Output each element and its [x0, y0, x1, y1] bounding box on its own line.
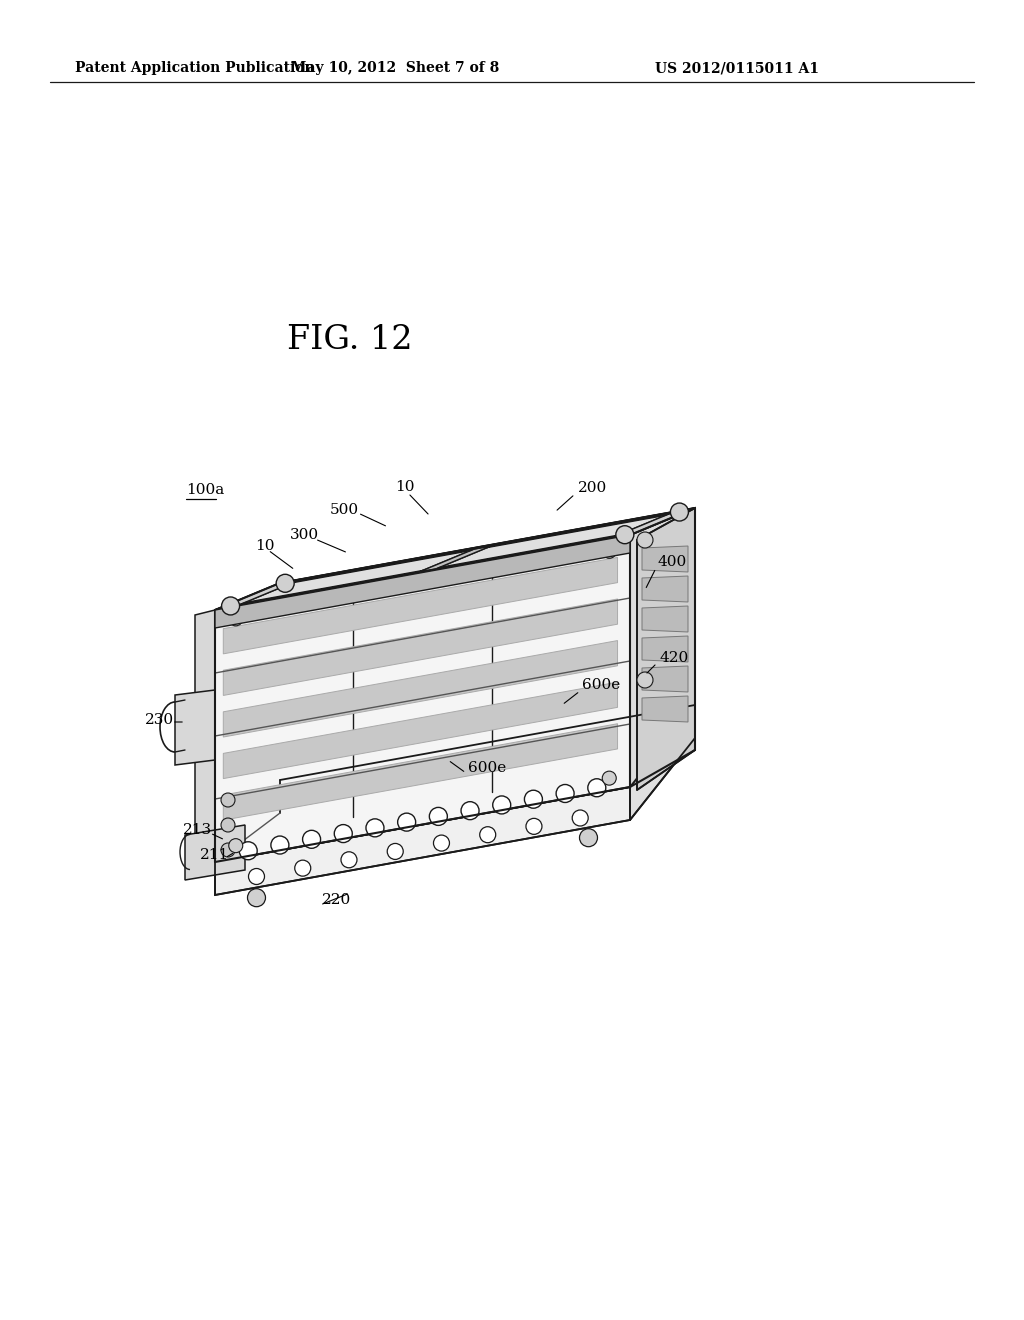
Circle shape: [429, 808, 447, 825]
Circle shape: [572, 810, 588, 826]
Circle shape: [334, 825, 352, 842]
Circle shape: [276, 574, 294, 593]
Polygon shape: [223, 682, 617, 779]
Text: 10: 10: [255, 539, 274, 553]
Circle shape: [271, 836, 289, 854]
Polygon shape: [223, 723, 617, 820]
Text: May 10, 2012  Sheet 7 of 8: May 10, 2012 Sheet 7 of 8: [291, 61, 499, 75]
Text: 230: 230: [145, 713, 174, 727]
Circle shape: [461, 801, 479, 820]
Polygon shape: [215, 535, 630, 628]
Circle shape: [248, 888, 265, 907]
Polygon shape: [185, 825, 245, 880]
Polygon shape: [436, 513, 669, 569]
Circle shape: [588, 779, 606, 797]
Text: 400: 400: [658, 554, 687, 569]
Polygon shape: [642, 576, 688, 602]
Polygon shape: [486, 513, 669, 548]
Circle shape: [397, 813, 416, 832]
Text: 10: 10: [395, 480, 415, 494]
Polygon shape: [241, 570, 423, 605]
Circle shape: [249, 869, 264, 884]
Circle shape: [524, 791, 543, 808]
Circle shape: [580, 829, 597, 846]
Text: 220: 220: [322, 894, 351, 907]
Polygon shape: [642, 636, 688, 663]
Circle shape: [221, 597, 240, 615]
Polygon shape: [215, 533, 635, 610]
Circle shape: [228, 838, 243, 853]
Text: 300: 300: [290, 528, 319, 543]
Polygon shape: [609, 508, 695, 539]
Circle shape: [240, 842, 257, 859]
Polygon shape: [215, 579, 301, 610]
Polygon shape: [215, 705, 695, 862]
Text: 100a: 100a: [186, 483, 224, 498]
Circle shape: [556, 784, 574, 803]
Polygon shape: [642, 667, 688, 692]
Text: Patent Application Publication: Patent Application Publication: [75, 61, 314, 75]
Circle shape: [221, 843, 234, 857]
Circle shape: [433, 836, 450, 851]
Circle shape: [615, 525, 634, 544]
Polygon shape: [420, 546, 490, 572]
Circle shape: [602, 544, 616, 558]
Circle shape: [637, 672, 653, 688]
Text: 213: 213: [183, 822, 212, 837]
Polygon shape: [215, 535, 630, 862]
Circle shape: [637, 532, 653, 548]
Circle shape: [228, 612, 243, 626]
Circle shape: [671, 503, 688, 521]
Text: 600e: 600e: [468, 762, 506, 775]
Text: 420: 420: [660, 651, 689, 665]
Polygon shape: [642, 546, 688, 572]
Text: US 2012/0115011 A1: US 2012/0115011 A1: [655, 61, 819, 75]
Text: 600e: 600e: [582, 678, 621, 692]
Polygon shape: [223, 640, 617, 737]
Circle shape: [387, 843, 403, 859]
Circle shape: [221, 793, 234, 807]
Circle shape: [341, 851, 357, 867]
Text: FIG. 12: FIG. 12: [288, 323, 413, 356]
Polygon shape: [642, 606, 688, 632]
Text: 500: 500: [330, 503, 359, 517]
Text: 200: 200: [578, 480, 607, 495]
Polygon shape: [223, 557, 617, 653]
Polygon shape: [436, 535, 618, 569]
Circle shape: [366, 818, 384, 837]
Polygon shape: [630, 705, 695, 820]
Text: 211: 211: [200, 847, 229, 862]
Circle shape: [221, 818, 234, 832]
Polygon shape: [195, 610, 215, 867]
Polygon shape: [637, 508, 695, 789]
Polygon shape: [215, 508, 695, 610]
Polygon shape: [223, 599, 617, 696]
Circle shape: [295, 861, 310, 876]
Polygon shape: [241, 549, 474, 605]
Circle shape: [493, 796, 511, 814]
Polygon shape: [175, 690, 215, 766]
Polygon shape: [642, 696, 688, 722]
Circle shape: [479, 826, 496, 842]
Polygon shape: [292, 549, 474, 583]
Polygon shape: [275, 508, 695, 585]
Polygon shape: [630, 508, 695, 787]
Circle shape: [302, 830, 321, 849]
Circle shape: [602, 771, 616, 785]
Polygon shape: [215, 787, 630, 895]
Circle shape: [526, 818, 542, 834]
